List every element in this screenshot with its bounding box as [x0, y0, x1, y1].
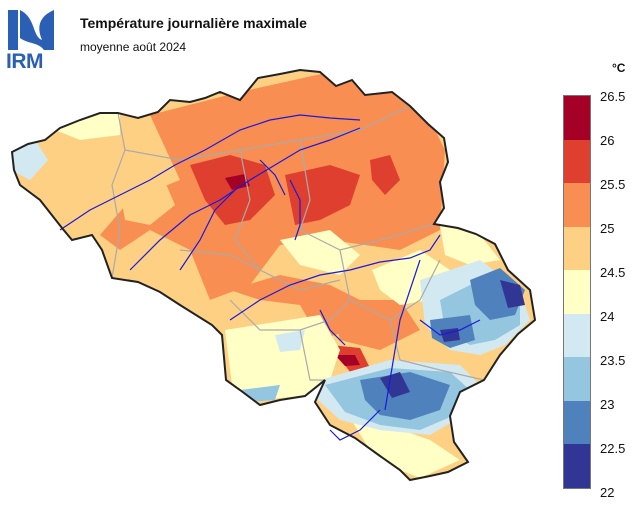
map-subtitle: moyenne août 2024 — [80, 40, 187, 54]
legend-swatch-0 — [563, 95, 591, 140]
legend-tick-label: 23.5 — [600, 353, 626, 368]
legend-tick-label: 24 — [600, 309, 615, 324]
legend-tick-label: 26 — [600, 133, 615, 148]
legend-swatch-1 — [563, 139, 591, 183]
legend-swatch-6 — [563, 357, 591, 401]
map-title: Température journalière maximale — [80, 15, 307, 31]
legend-tick-label: 25.5 — [600, 177, 626, 192]
temperature-map — [10, 68, 537, 482]
legend-tick-label: 25 — [600, 221, 615, 236]
legend-unit: °C — [612, 61, 626, 75]
legend-swatch-3 — [563, 226, 591, 270]
logo-wordmark: IRM — [6, 50, 44, 73]
legend-tick-label: 26.5 — [600, 89, 626, 104]
irm-logo — [8, 10, 54, 50]
legend-swatch-5 — [563, 313, 591, 357]
legend-tick-label: 23 — [600, 397, 615, 412]
legend-tick-label: 24.5 — [600, 265, 626, 280]
legend-tick-label: 22.5 — [600, 441, 626, 456]
legend-swatch-7 — [563, 400, 591, 444]
legend-swatch-8 — [563, 444, 591, 489]
legend-swatch-2 — [563, 183, 591, 227]
legend-colorbar — [563, 95, 591, 489]
legend-labels: 26.5 26 25.5 25 24.5 24 23.5 23 22.5 22 — [600, 89, 640, 500]
legend-tick-label: 22 — [600, 485, 615, 500]
legend-swatch-4 — [563, 270, 591, 314]
